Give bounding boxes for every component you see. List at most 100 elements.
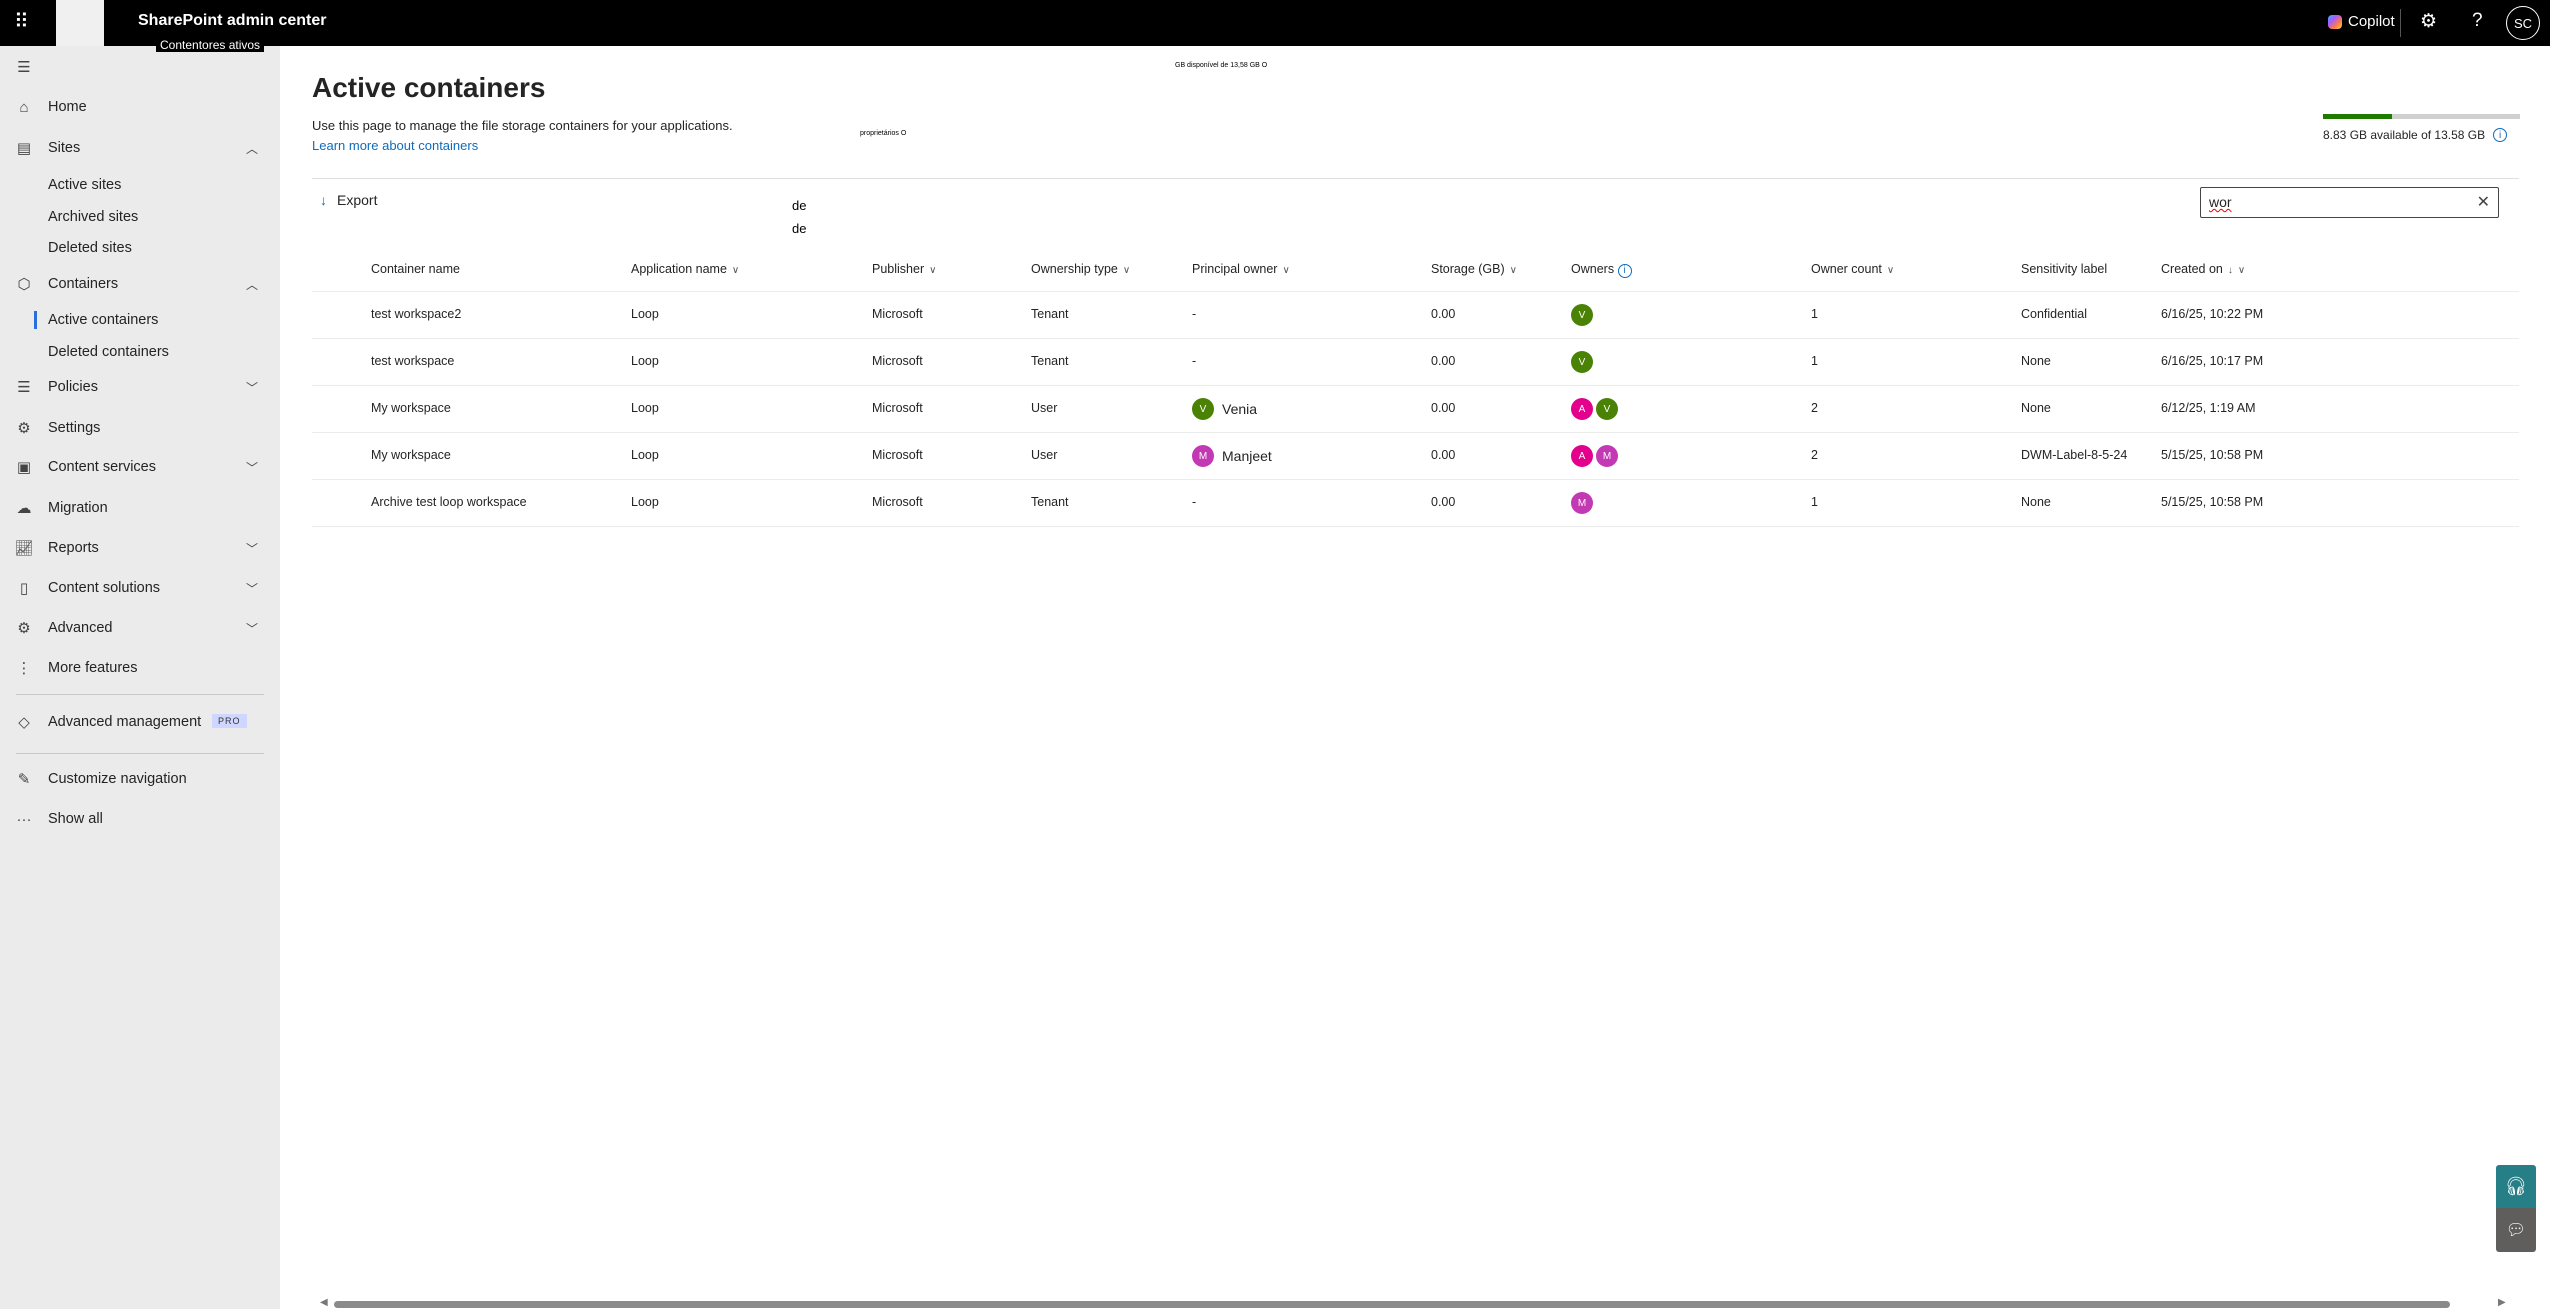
chevron-down-icon[interactable]: ﹀ <box>246 621 259 636</box>
column-header[interactable]: Ownership type ∨ <box>1031 262 1130 276</box>
cell-app: Loop <box>631 307 659 321</box>
stray-text: de <box>792 221 807 236</box>
learn-more-link[interactable]: Learn more about containers <box>312 138 479 153</box>
divider <box>312 385 2519 386</box>
chevron-down-icon[interactable]: ∨ <box>1509 265 1517 276</box>
cell-publisher: Microsoft <box>872 354 923 368</box>
sidebar-item-deleted-sites[interactable]: Deleted sites <box>0 233 280 263</box>
chevron-down-icon[interactable]: ﹀ <box>246 460 259 475</box>
sidebar-item-containers[interactable]: ⬡ Containers ︿ <box>0 269 280 299</box>
chevron-down-icon[interactable]: ﹀ <box>246 581 259 596</box>
help-icon[interactable]: ? <box>2472 10 2483 31</box>
principal-owner-name: Venia <box>1222 401 1258 417</box>
chevron-down-icon[interactable]: ∨ <box>929 265 937 276</box>
sidebar-item-show-all[interactable]: ··· Show all <box>0 804 280 834</box>
column-header[interactable]: Owners i <box>1571 262 1632 278</box>
sidebar-item-sites[interactable]: ▤ Sites ︿ <box>0 133 280 163</box>
storage-label: 8.83 GB available of 13.58 GB <box>2323 128 2486 142</box>
more-vertical-icon: ⋮ <box>16 660 32 677</box>
column-header[interactable]: Principal owner ∨ <box>1192 262 1290 276</box>
cloud-upload-icon: ☁ <box>16 500 32 517</box>
sidebar-item-archived-sites[interactable]: Archived sites <box>0 202 280 232</box>
cube-icon: ⬡ <box>17 276 31 293</box>
app-title[interactable]: SharePoint admin center <box>138 12 327 29</box>
cell-storage: 0.00 <box>1431 307 1456 321</box>
cell-name[interactable]: test workspace <box>371 354 455 368</box>
avatar: M <box>1571 492 1593 514</box>
sidebar-item-content-solutions[interactable]: ▯ Content solutions ﹀ <box>0 573 280 603</box>
feedback-button[interactable]: 💬︎ <box>2496 1208 2536 1252</box>
sidebar-item-active-containers[interactable]: Active containers <box>0 305 280 335</box>
column-header[interactable]: Sensitivity label <box>2021 262 2107 276</box>
sidebar-item-home[interactable]: ⌂ Home <box>0 92 280 122</box>
divider <box>16 753 264 754</box>
help-support-button[interactable]: 🎧︎ <box>2496 1165 2536 1208</box>
cell-name[interactable]: Archive test loop workspace <box>371 495 527 509</box>
sidebar-item-deleted-containers[interactable]: Deleted containers <box>0 337 280 367</box>
column-header[interactable]: Storage (GB) ∨ <box>1431 262 1517 276</box>
cell-name[interactable]: My workspace <box>371 448 451 462</box>
search-input[interactable]: wor ✕ <box>2200 187 2499 218</box>
export-label: Export <box>337 192 378 208</box>
sidebar-item-label: Active containers <box>48 312 159 328</box>
info-icon[interactable]: i <box>2493 128 2508 142</box>
chevron-down-icon[interactable]: ∨ <box>731 265 740 276</box>
scroll-right-icon[interactable]: ▶ <box>2498 1297 2506 1308</box>
info-icon[interactable]: i <box>1617 263 1632 278</box>
sidebar-item-migration[interactable]: ☁ Migration <box>0 493 280 523</box>
sidebar-item-label: Advanced <box>48 620 113 636</box>
cell-created: 6/16/25, 10:22 PM <box>2161 307 2264 321</box>
cell-name[interactable]: test workspace2 <box>371 307 462 321</box>
column-header-label: Storage (GB) <box>1431 262 1505 276</box>
cell-publisher: Microsoft <box>872 401 923 415</box>
chevron-down-icon[interactable]: ﹀ <box>246 380 259 395</box>
column-header[interactable]: Container name <box>371 262 460 276</box>
clear-icon[interactable]: ✕ <box>2476 194 2490 211</box>
sidebar-item-settings[interactable]: ⚙ Settings <box>0 413 280 443</box>
column-header[interactable]: Created on ↓ ∨ <box>2161 262 2245 276</box>
copilot-button[interactable]: Copilot <box>2328 13 2395 30</box>
scrollbar-thumb[interactable] <box>334 1301 2450 1308</box>
cell-count: 2 <box>1811 401 1818 415</box>
sidebar-item-active-sites[interactable]: Active sites <box>0 170 280 200</box>
sidebar-item-content-services[interactable]: ▣ Content services ﹀ <box>0 452 280 482</box>
content-services-icon: ▣ <box>16 459 32 476</box>
sidebar-item-customize-navigation[interactable]: ✎ Customize navigation <box>0 764 280 794</box>
sidebar-item-reports[interactable]: 📈︎ Reports ﹀ <box>0 533 280 563</box>
chevron-down-icon[interactable]: ∨ <box>1886 265 1895 276</box>
cell-publisher: Microsoft <box>872 307 923 321</box>
scroll-left-icon[interactable]: ◀ <box>320 1297 328 1308</box>
chevron-down-icon[interactable]: ∨ <box>1282 265 1290 276</box>
column-header[interactable]: Publisher ∨ <box>872 262 936 276</box>
sidebar-item-advanced[interactable]: ⚙ Advanced ﹀ <box>0 613 280 643</box>
sidebar-item-label: Customize navigation <box>48 771 187 787</box>
column-header[interactable]: Application name ∨ <box>631 262 739 276</box>
cell-app: Loop <box>631 495 659 509</box>
column-header[interactable]: Owner count ∨ <box>1811 262 1894 276</box>
cell-label: None <box>2021 495 2051 509</box>
chevron-down-icon[interactable]: ∨ <box>1122 265 1131 276</box>
waffle-icon[interactable]: ⠿ <box>14 11 29 33</box>
cell-principal: - <box>1192 307 1197 321</box>
chevron-down-icon[interactable]: ∨ <box>2237 265 2246 276</box>
chevron-down-icon[interactable]: ﹀ <box>246 541 259 556</box>
divider <box>2400 9 2401 37</box>
settings-icon[interactable]: ⚙ <box>2420 11 2438 32</box>
export-button[interactable]: ↓ Export <box>320 192 377 208</box>
sidebar-item-advanced-management[interactable]: ◇ Advanced management PRO <box>0 707 280 737</box>
chevron-up-icon[interactable]: ︿ <box>246 141 259 156</box>
cell-name[interactable]: My workspace <box>371 401 451 415</box>
user-avatar[interactable]: SC <box>2506 6 2540 40</box>
horizontal-scrollbar[interactable]: ◀ ▶ <box>320 1297 2510 1309</box>
sidebar-item-policies[interactable]: ☰ Policies ﹀ <box>0 372 280 402</box>
cell-label: DWM-Label-8-5-24 <box>2021 448 2128 462</box>
sidebar-item-label: Settings <box>48 420 101 436</box>
chevron-up-icon[interactable]: ︿ <box>246 277 259 292</box>
owners-avatars: V <box>1571 304 1593 326</box>
sidebar-item-more-features[interactable]: ⋮ More features <box>0 653 280 683</box>
stray-text: GB disponível de 13,58 GB O <box>1175 62 1268 69</box>
principal-owner-name: Manjeet <box>1222 448 1272 464</box>
sidebar-item-label: Advanced management <box>48 714 202 730</box>
collapse-nav-button[interactable]: ☰ <box>0 52 280 82</box>
